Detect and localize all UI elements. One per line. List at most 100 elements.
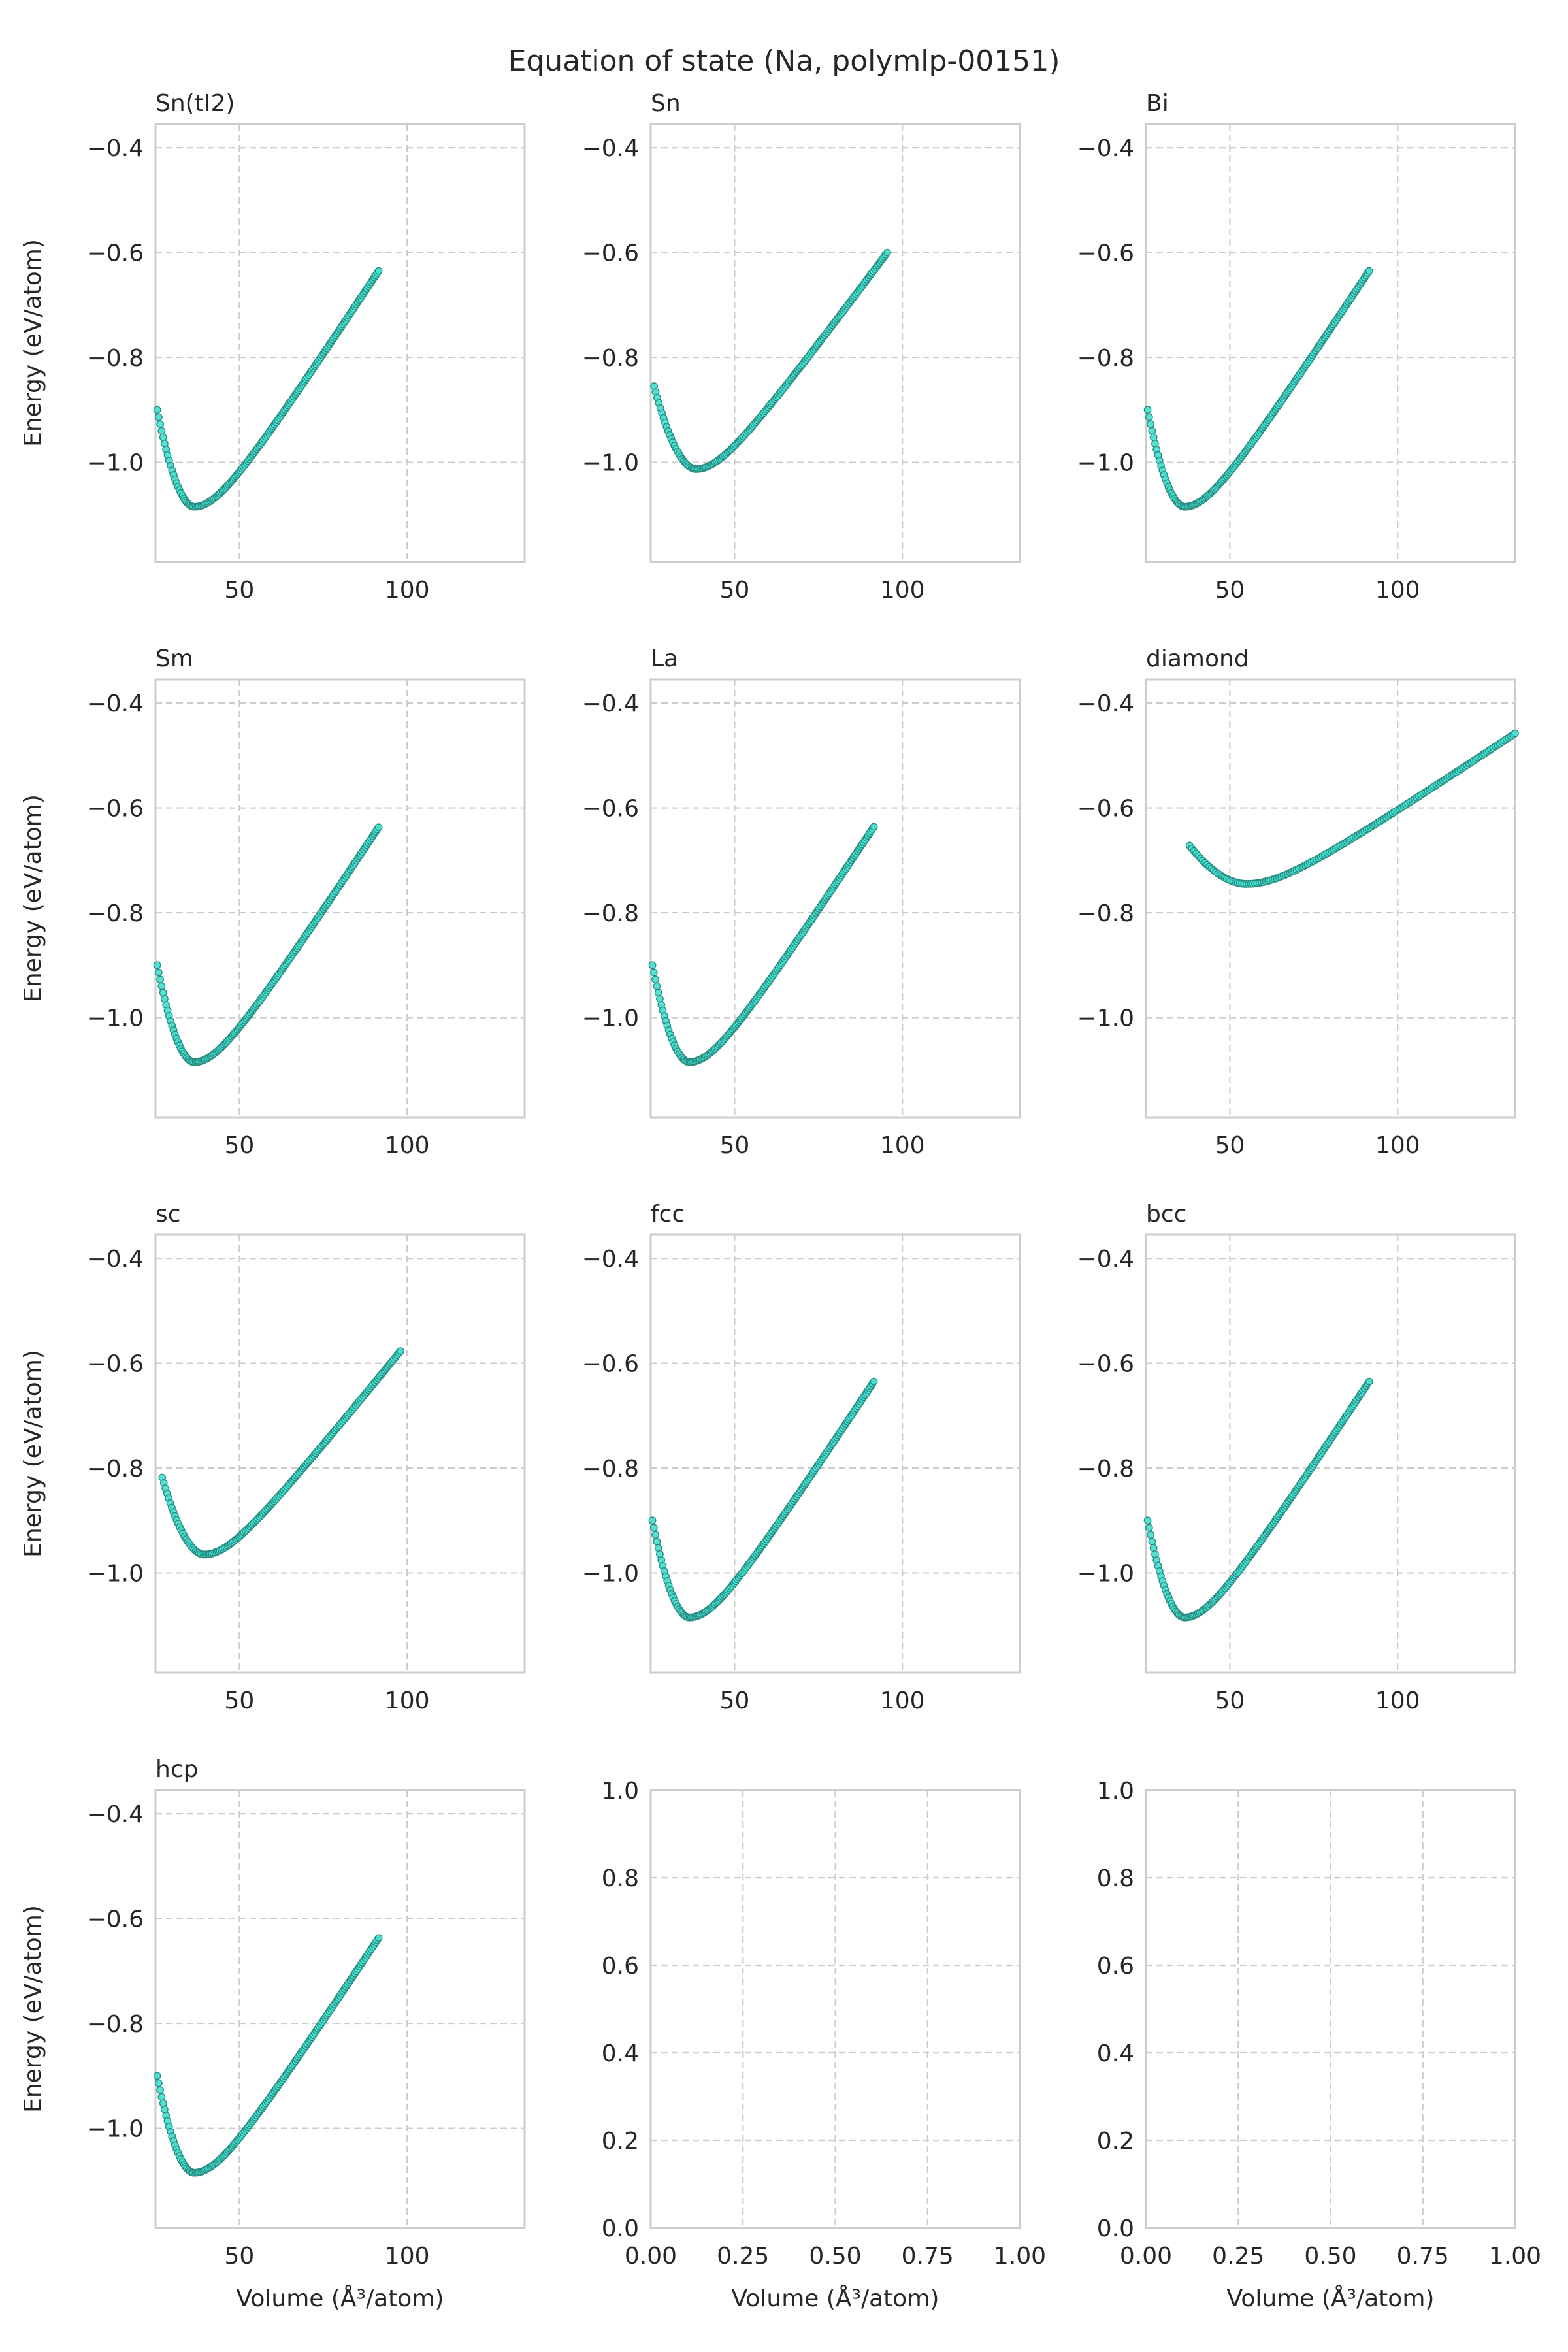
axes-frame bbox=[154, 678, 526, 1119]
panel-title: Sn bbox=[651, 90, 681, 117]
x-tick-label: 50 bbox=[225, 577, 255, 604]
data-point bbox=[1145, 1524, 1153, 1532]
y-tick-label: −0.4 bbox=[87, 1801, 144, 1828]
x-tick-label: 100 bbox=[1375, 1132, 1420, 1159]
x-tick-label: 100 bbox=[880, 1688, 925, 1714]
x-tick-label: 0.75 bbox=[1397, 2243, 1449, 2270]
x-tick-label: 0.75 bbox=[902, 2243, 954, 2270]
y-tick-label: −0.8 bbox=[87, 1456, 144, 1482]
x-tick-label: 0.25 bbox=[717, 2243, 769, 2270]
y-tick-label: 0.2 bbox=[602, 2128, 639, 2155]
axes-frame bbox=[649, 1233, 1021, 1674]
x-tick-label: 100 bbox=[385, 577, 430, 604]
data-point bbox=[159, 433, 167, 442]
data-point bbox=[1148, 427, 1156, 435]
data-point bbox=[1145, 413, 1153, 421]
y-tick-label: −0.6 bbox=[1077, 796, 1134, 823]
data-point bbox=[397, 1347, 404, 1356]
y-tick-label: −0.4 bbox=[1077, 691, 1134, 717]
panel-sn-ti2-: 50 100 −0.4 −0.6 −0.8 −1.0 Sn(tI2) Energy (eV/a… bbox=[20, 90, 526, 604]
y-tick-label: −0.4 bbox=[582, 1246, 639, 1273]
panel-bcc: 50 100 −0.4 −0.6 −0.8 −1.0 bcc bbox=[1077, 1201, 1516, 1714]
y-tick-label: −0.8 bbox=[87, 2011, 144, 2038]
data-point bbox=[1365, 1377, 1373, 1386]
data-point bbox=[374, 267, 383, 275]
data-point bbox=[154, 968, 163, 977]
y-tick-label: −0.4 bbox=[582, 691, 639, 717]
axes-frame bbox=[649, 123, 1021, 563]
data-point bbox=[1147, 1531, 1155, 1539]
y-tick-label: −1.0 bbox=[1077, 1561, 1134, 1588]
axes-frame bbox=[1145, 123, 1516, 563]
y-tick-label: −1.0 bbox=[87, 1561, 144, 1588]
data-point bbox=[159, 2099, 167, 2108]
data-point bbox=[1147, 420, 1155, 429]
y-tick-label: −0.6 bbox=[582, 796, 639, 823]
x-tick-label: 50 bbox=[225, 2243, 255, 2270]
x-tick-label: 50 bbox=[720, 1132, 750, 1159]
data-point bbox=[159, 988, 167, 997]
data-point bbox=[651, 1531, 660, 1539]
y-tick-label: −0.8 bbox=[87, 900, 144, 927]
data-point bbox=[649, 1524, 658, 1532]
data-point bbox=[1149, 1544, 1158, 1552]
y-tick-label: −1.0 bbox=[582, 1005, 639, 1032]
y-tick-label: 0.0 bbox=[1097, 2215, 1134, 2242]
eos-series bbox=[153, 823, 383, 1066]
x-tick-label: 100 bbox=[1375, 577, 1420, 604]
y-tick-label: −0.8 bbox=[582, 345, 639, 372]
x-tick-label: 100 bbox=[385, 2243, 430, 2270]
panel-title: sc bbox=[155, 1201, 181, 1228]
eos-series bbox=[158, 1347, 404, 1559]
axes-frame bbox=[154, 1789, 526, 2229]
y-tick-label: −1.0 bbox=[1077, 450, 1134, 477]
panel-empty-11: 0.00 0.25 0.50 0.75 1.00 0.0 0.2 0.4 0.6 0.8 1.0 Vo… bbox=[1097, 1778, 1541, 2312]
data-point bbox=[156, 2086, 165, 2095]
panel-hcp: 50 100 −0.4 −0.6 −0.8 −1.0 hcp Energy (eV/atom)… bbox=[20, 1756, 526, 2312]
data-point bbox=[649, 968, 658, 977]
y-tick-label: 0.2 bbox=[1097, 2128, 1134, 2155]
data-point bbox=[883, 248, 892, 257]
y-tick-label: 0.6 bbox=[602, 1953, 639, 1980]
panel-title: hcp bbox=[155, 1756, 198, 1783]
axes-frame bbox=[649, 1789, 1021, 2229]
x-tick-label: 0.00 bbox=[625, 2243, 677, 2270]
y-tick-label: −0.4 bbox=[87, 135, 144, 162]
data-point bbox=[1148, 1537, 1156, 1546]
eos-series bbox=[153, 1934, 383, 2177]
x-axis-label: Volume (Å³/atom) bbox=[732, 2284, 939, 2312]
x-tick-label: 50 bbox=[225, 1688, 255, 1714]
data-point bbox=[651, 975, 660, 984]
y-tick-label: −0.8 bbox=[1077, 345, 1134, 372]
axes-frame bbox=[1145, 678, 1516, 1119]
data-point bbox=[870, 823, 878, 831]
eos-series bbox=[648, 823, 878, 1066]
y-tick-label: −0.6 bbox=[87, 240, 144, 267]
data-point bbox=[653, 982, 661, 990]
y-tick-label: −1.0 bbox=[87, 1005, 144, 1032]
y-tick-label: −0.6 bbox=[87, 1906, 144, 1933]
data-point bbox=[153, 2072, 161, 2080]
x-axis-label: Volume (Å³/atom) bbox=[237, 2284, 444, 2312]
y-tick-label: −0.8 bbox=[582, 1456, 639, 1482]
data-point bbox=[648, 1516, 657, 1525]
x-tick-label: 1.00 bbox=[1489, 2243, 1541, 2270]
y-tick-label: −0.8 bbox=[1077, 900, 1134, 927]
y-tick-label: −0.4 bbox=[87, 691, 144, 717]
y-tick-label: −1.0 bbox=[87, 2116, 144, 2143]
x-tick-label: 50 bbox=[1215, 1688, 1245, 1714]
figure-title: Equation of state (Na, polymlp-00151) bbox=[508, 44, 1060, 78]
y-tick-label: −1.0 bbox=[582, 450, 639, 477]
x-tick-label: 50 bbox=[225, 1132, 255, 1159]
panel-sn: 50 100 −0.4 −0.6 −0.8 −1.0 Sn bbox=[582, 90, 1021, 604]
panel-title: Bi bbox=[1146, 90, 1169, 117]
x-tick-label: 0.25 bbox=[1212, 2243, 1264, 2270]
x-tick-label: 100 bbox=[385, 1132, 430, 1159]
y-tick-label: −0.6 bbox=[87, 796, 144, 823]
eos-series bbox=[1185, 729, 1519, 888]
data-point bbox=[157, 982, 166, 990]
y-tick-label: −0.8 bbox=[87, 345, 144, 372]
y-tick-label: 1.0 bbox=[1097, 1778, 1134, 1805]
panel-bi: 50 100 −0.4 −0.6 −0.8 −1.0 Bi bbox=[1077, 90, 1516, 604]
